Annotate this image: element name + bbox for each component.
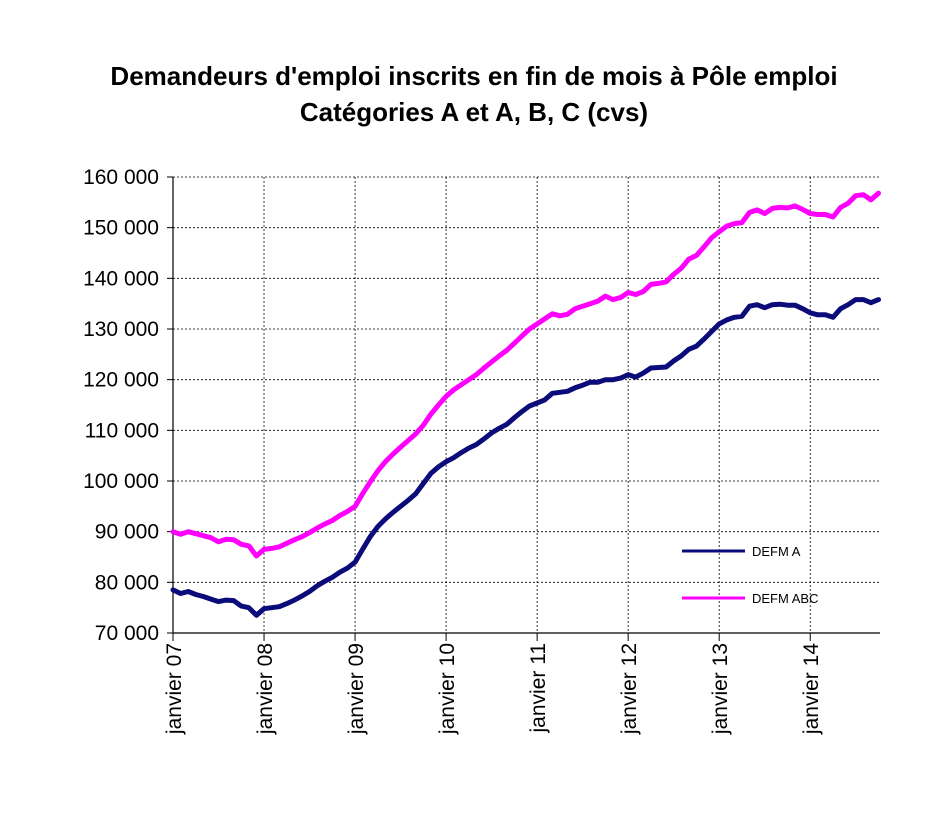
x-tick-label: janvier 09 — [345, 643, 368, 735]
series-line-defm-abc — [170, 190, 881, 559]
y-tick-label: 90 000 — [95, 521, 159, 544]
chart-subtitle: Catégories A et A, B, C (cvs) — [299, 97, 649, 127]
chart-title: Demandeurs d'emploi inscrits en fin de m… — [110, 61, 838, 91]
grid — [172, 176, 880, 634]
y-tick-label: 100 000 — [83, 470, 159, 493]
y-tick-label: 70 000 — [95, 622, 159, 645]
y-tick-label: 160 000 — [83, 166, 159, 189]
x-tick-label: janvier 14 — [800, 643, 823, 735]
x-tick-label: janvier 08 — [254, 643, 277, 735]
x-tick-label: janvier 13 — [709, 643, 732, 735]
x-axis-tick-labels: janvier 07 janvier 08 janvier 09 janvier 10… — [163, 643, 823, 735]
axes — [167, 176, 880, 641]
legend: DEFM A DEFM ABC — [682, 544, 818, 606]
y-tick-label: 130 000 — [83, 318, 159, 341]
y-tick-label: 140 000 — [83, 267, 159, 290]
x-tick-label: janvier 10 — [436, 643, 459, 735]
series-line-defm-a — [170, 297, 881, 618]
x-tick-label: janvier 12 — [618, 643, 641, 735]
x-tick-label: janvier 11 — [527, 643, 550, 734]
legend-label: DEFM A — [752, 544, 801, 559]
y-tick-label: 150 000 — [83, 217, 159, 240]
y-tick-label: 80 000 — [95, 571, 159, 594]
y-axis-tick-labels: 70 000 80 000 90 000 100 000 110 000 120 000 1… — [83, 166, 159, 645]
y-tick-label: 110 000 — [85, 419, 159, 442]
y-tick-label: 120 000 — [83, 369, 159, 392]
x-tick-label: janvier 07 — [163, 643, 186, 735]
legend-label: DEFM ABC — [752, 591, 818, 606]
chart-title-block: Demandeurs d'emploi inscrits en fin de m… — [0, 58, 948, 130]
series-lines — [170, 190, 881, 618]
